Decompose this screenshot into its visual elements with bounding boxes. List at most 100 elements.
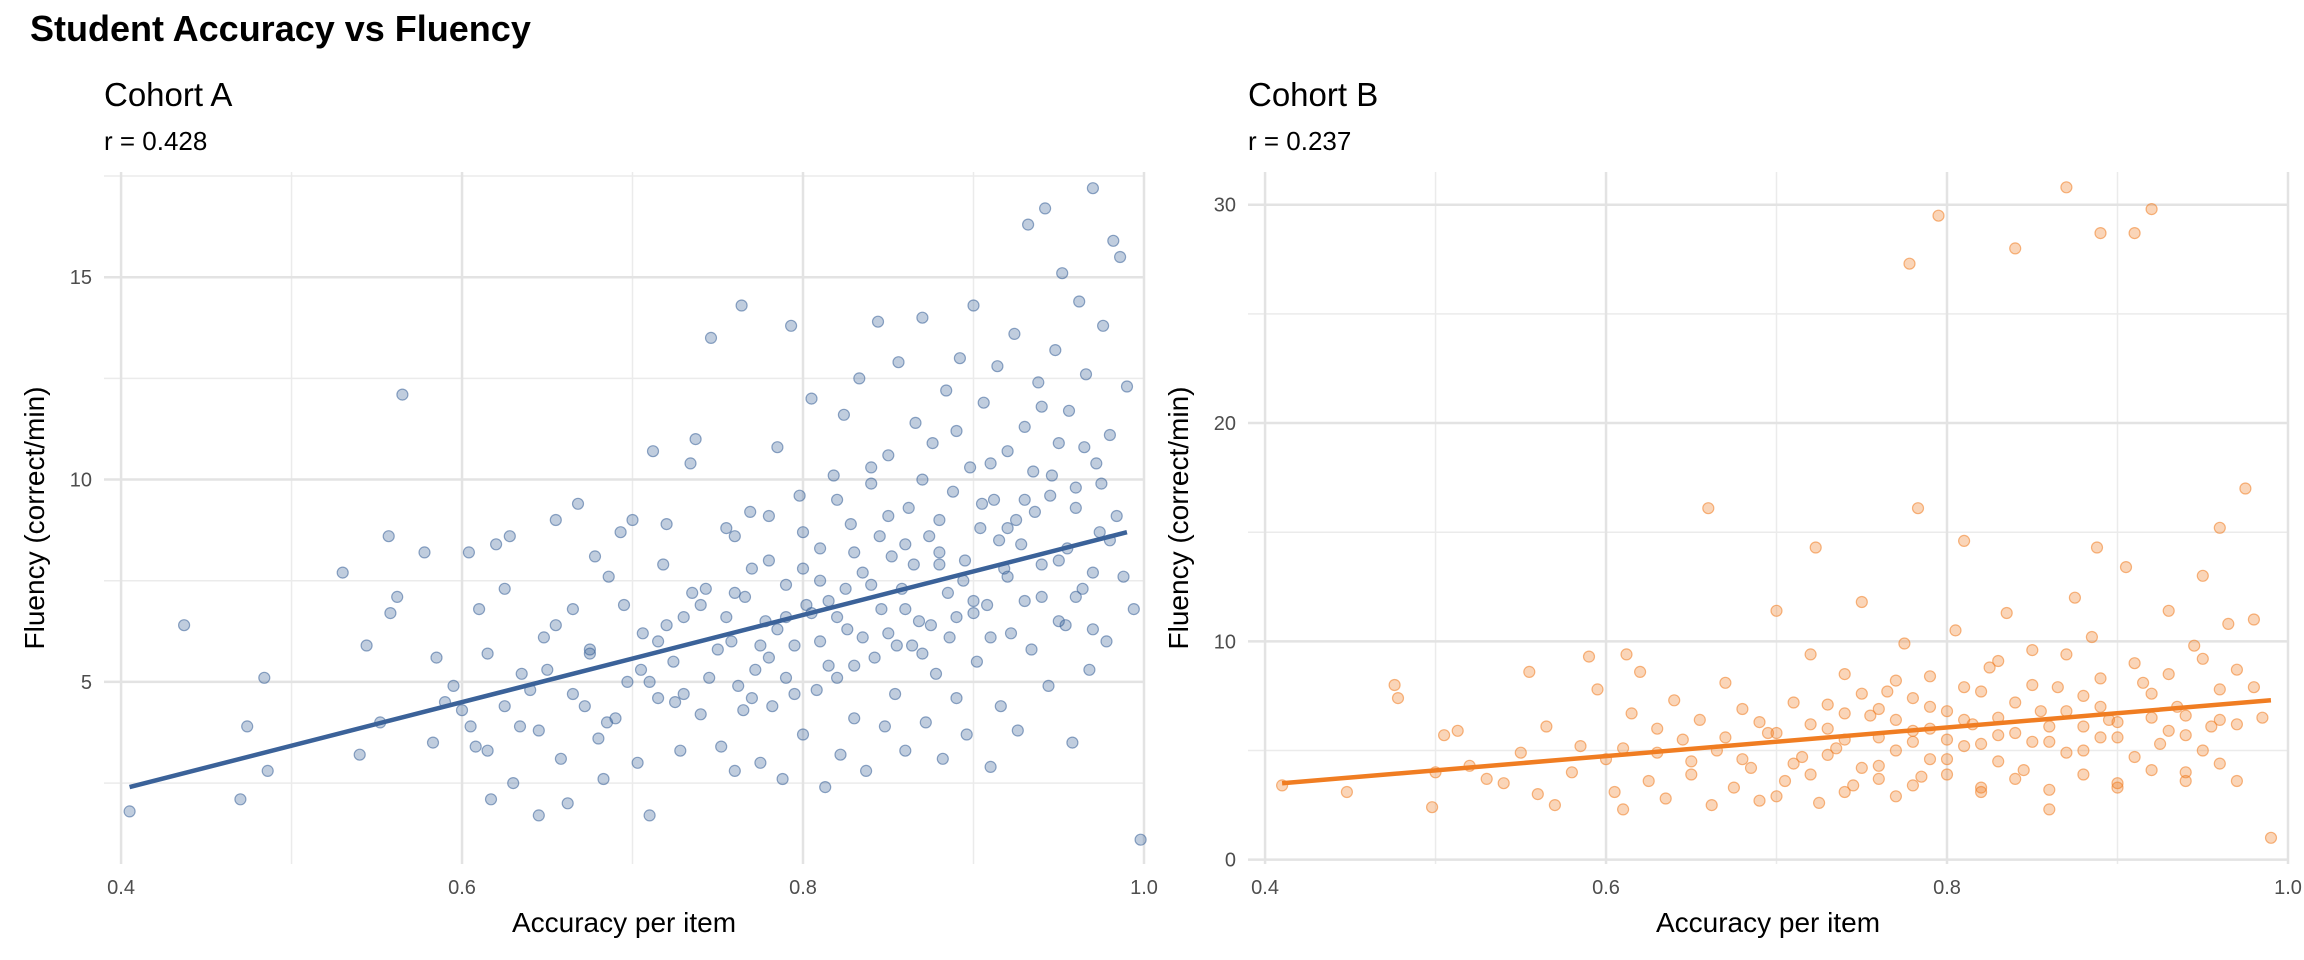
data-point-a <box>984 760 997 774</box>
data-point-a <box>660 619 673 632</box>
data-point-a <box>779 671 793 684</box>
data-point-b <box>1906 735 1920 748</box>
data-point-a <box>977 396 990 409</box>
data-point-a <box>1018 493 1031 506</box>
x-tick-label: 0.6 <box>1592 877 1620 899</box>
data-point-b <box>2094 672 2107 685</box>
data-point-b <box>2060 648 2073 661</box>
data-point-a <box>933 546 946 559</box>
data-point-a <box>970 655 984 668</box>
data-point-b <box>1540 720 1553 733</box>
data-point-a <box>1069 501 1082 514</box>
data-point-b <box>1923 753 1937 766</box>
data-point-a <box>905 639 919 652</box>
data-point-a <box>1009 513 1023 527</box>
data-point-b <box>1736 753 1749 766</box>
data-point-b <box>2077 768 2090 781</box>
data-point-b <box>1932 209 1945 222</box>
data-point-a <box>1076 582 1089 595</box>
panel-b-subtitle: r = 0.237 <box>1248 126 1352 156</box>
data-point-a <box>711 643 724 656</box>
data-point-a <box>946 485 960 498</box>
data-point-b <box>1693 713 1706 727</box>
data-point-a <box>1107 234 1120 247</box>
data-point-b <box>1608 785 1621 799</box>
data-point-a <box>745 562 759 575</box>
data-point-a <box>766 700 779 713</box>
data-point-b <box>2188 639 2201 652</box>
data-point-b <box>1642 774 1655 788</box>
data-point-b <box>1437 729 1451 742</box>
data-point-b <box>1889 744 1903 757</box>
data-point-a <box>686 586 699 600</box>
data-point-a <box>796 562 810 575</box>
data-point-a <box>1073 295 1086 308</box>
data-point-a <box>865 461 878 474</box>
data-point-a <box>561 797 574 810</box>
data-point-b <box>1957 534 1971 548</box>
data-point-a <box>950 610 963 624</box>
data-point-a <box>830 671 844 684</box>
data-point-b <box>1838 785 1851 799</box>
data-point-a <box>241 720 254 733</box>
data-point-a <box>426 736 440 749</box>
data-point-b <box>1923 670 1937 683</box>
data-point-b <box>2051 681 2064 694</box>
data-point-a <box>909 416 922 429</box>
data-point-a <box>651 691 665 705</box>
data-point-b <box>1911 502 1925 515</box>
data-point-a <box>848 546 861 559</box>
data-point-a <box>660 517 673 531</box>
data-point-a <box>336 566 349 579</box>
data-point-a <box>720 521 733 535</box>
data-point-a <box>744 505 757 518</box>
data-point-a <box>728 764 741 778</box>
data-point-b <box>1957 681 1971 694</box>
data-point-a <box>984 631 997 644</box>
data-point-b <box>2239 482 2252 495</box>
data-point-a <box>958 554 972 567</box>
data-point-b <box>1855 687 1868 700</box>
data-point-b <box>1574 739 1587 753</box>
data-point-b <box>2009 696 2022 709</box>
data-point-a <box>848 659 861 672</box>
data-point-a <box>865 477 878 490</box>
data-point-b <box>2128 227 2141 240</box>
data-point-b <box>2145 711 2158 724</box>
data-point-a <box>123 805 136 818</box>
data-point-a <box>677 687 690 701</box>
data-point-a <box>694 598 707 612</box>
data-point-a <box>1066 736 1079 749</box>
data-point-a <box>602 570 615 583</box>
data-point-b <box>1523 665 1536 679</box>
data-point-a <box>498 582 511 595</box>
data-point-a <box>885 550 898 563</box>
data-point-a <box>822 594 835 608</box>
data-point-b <box>1974 781 1988 794</box>
data-point-b <box>2145 763 2158 777</box>
data-point-a <box>583 643 597 656</box>
data-point-a <box>537 631 551 644</box>
data-point-b <box>1949 624 1962 637</box>
data-point-b <box>1425 801 1439 814</box>
data-point-b <box>1881 685 1894 698</box>
data-point-a <box>810 683 823 697</box>
data-point-a <box>839 582 852 595</box>
data-point-a <box>878 720 892 733</box>
data-point-b <box>1719 676 1732 689</box>
data-point-a <box>532 724 545 737</box>
data-point-a <box>1032 376 1045 389</box>
data-point-a <box>950 424 963 438</box>
data-point-b <box>1898 637 1911 650</box>
data-point-a <box>868 651 881 664</box>
data-point-b <box>1838 707 1851 720</box>
data-point-b <box>2179 774 2192 788</box>
data-point-a <box>892 356 905 369</box>
data-point-a <box>1059 619 1072 632</box>
data-point-a <box>626 513 639 527</box>
data-point-a <box>754 639 767 652</box>
data-point-a <box>991 360 1004 373</box>
data-point-b <box>2094 731 2107 744</box>
data-point-a <box>1008 327 1021 340</box>
